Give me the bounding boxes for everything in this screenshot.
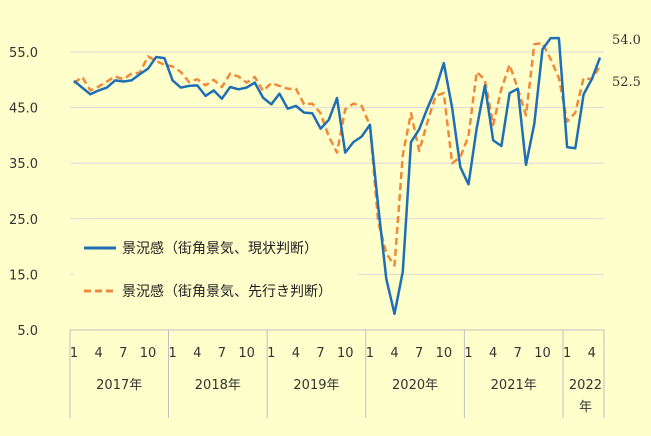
x-tick-label: 1 xyxy=(366,346,374,361)
x-tick-label: 4 xyxy=(588,346,596,361)
legend-label: 景況感（街角景気、先行き判断） xyxy=(122,283,332,300)
x-tick-label: 1 xyxy=(70,346,78,361)
x-tick-label: 1 xyxy=(563,346,571,361)
year-label: 2017年 xyxy=(96,378,142,393)
x-tick-label: 4 xyxy=(390,346,398,361)
year-label: 2019年 xyxy=(293,378,339,393)
x-tick-label: 7 xyxy=(316,346,324,361)
x-tick-label: 7 xyxy=(415,346,423,361)
legend-label: 景況感（街角景気、現状判断） xyxy=(122,240,318,257)
x-tick-label: 1 xyxy=(168,346,176,361)
y-tick-label: 5.0 xyxy=(17,324,38,339)
year-label: 2022 xyxy=(569,378,602,393)
x-tick-label: 4 xyxy=(489,346,497,361)
legend-box xyxy=(74,228,358,310)
year-label: 2021年 xyxy=(491,378,537,393)
x-tick-label: 7 xyxy=(218,346,226,361)
y-tick-label: 15.0 xyxy=(9,268,38,283)
year-label-suffix: 年 xyxy=(579,400,592,415)
year-label: 2018年 xyxy=(195,378,241,393)
x-tick-label: 10 xyxy=(140,346,157,361)
y-tick-label: 45.0 xyxy=(9,102,38,117)
y-tick-label: 55.0 xyxy=(9,46,38,61)
series-line-outlook xyxy=(73,41,602,267)
end-value-label: 52.5 xyxy=(612,75,641,90)
x-tick-label: 10 xyxy=(238,346,255,361)
y-tick-label: 35.0 xyxy=(9,157,38,172)
y-tick-label: 25.0 xyxy=(9,213,38,228)
x-tick-label: 4 xyxy=(95,346,103,361)
series-line-current xyxy=(73,36,602,316)
x-tick-label: 10 xyxy=(534,346,551,361)
x-tick-label: 1 xyxy=(464,346,472,361)
x-tick-label: 10 xyxy=(436,346,453,361)
x-tick-label: 7 xyxy=(514,346,522,361)
x-tick-label: 4 xyxy=(193,346,201,361)
x-tick-label: 7 xyxy=(119,346,127,361)
end-value-label: 54.0 xyxy=(612,33,641,48)
x-tick-label: 10 xyxy=(337,346,354,361)
year-label: 2020年 xyxy=(392,378,438,393)
x-tick-label: 4 xyxy=(292,346,300,361)
x-tick-label: 1 xyxy=(267,346,275,361)
